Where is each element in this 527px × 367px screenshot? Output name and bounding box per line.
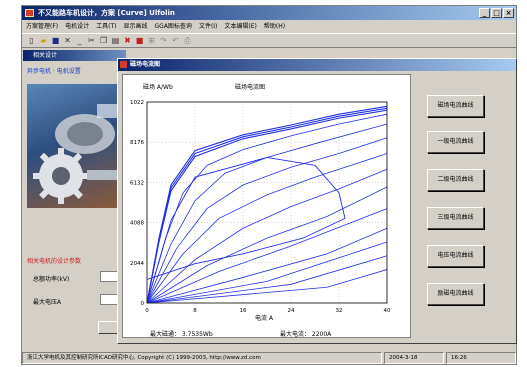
max-current-readout: 最大电流： 2200A <box>280 331 332 338</box>
copy-icon[interactable]: ❐ <box>99 36 108 45</box>
maximize-button[interactable]: □ <box>491 8 502 18</box>
menu-help[interactable]: 帮助(H) <box>263 23 286 30</box>
series-line-9 <box>146 186 388 304</box>
grid-icon[interactable]: ⊞ <box>148 36 155 45</box>
dialog-title-bar: 磁场电流图 <box>118 59 516 71</box>
status-time: 16:26 <box>446 352 516 364</box>
chart-ticks: 0 8 16 24 32 40 0 2044 4088 6132 8176 1022 <box>130 100 391 314</box>
max-flux-readout: 最大磁通： 3.7535Wb <box>150 331 213 338</box>
chart-title: 磁场电流图 <box>235 83 265 91</box>
close-red-icon[interactable]: ✖ <box>124 36 131 45</box>
y-tick-label: 0 <box>141 301 145 307</box>
x-tick-label: 40 <box>384 308 391 314</box>
menu-motor-design[interactable]: 电机设计 <box>65 23 90 30</box>
overlay-line <box>146 157 346 304</box>
x-tick-label: 0 <box>145 308 149 314</box>
magnetization-curve-button[interactable]: 磁场电流曲线 <box>427 95 484 117</box>
series-line-8 <box>146 168 388 304</box>
menu-document[interactable]: 文件(I) <box>198 23 218 30</box>
print-icon[interactable]: ⎙ <box>184 36 191 45</box>
y-tick-label: 2044 <box>130 261 144 267</box>
series-line-4 <box>146 113 388 304</box>
series-line-5 <box>146 123 388 304</box>
series-line-13 <box>146 255 388 304</box>
window-controls: _ □ × <box>479 8 514 18</box>
minimize-button[interactable]: _ <box>479 8 490 18</box>
y-tick-label: 1022 <box>130 100 144 106</box>
paste-icon[interactable]: ▤ <box>111 36 120 45</box>
status-date: 2004-3-18 <box>384 352 444 364</box>
menu-display[interactable]: 显示画线 <box>123 23 148 30</box>
series-line-12 <box>146 241 388 304</box>
status-bar: 浙江大学电机及其控制研究所ICAD研究中心, Copyright (C) 199… <box>22 352 516 364</box>
y-tick-label: 6132 <box>130 180 144 186</box>
cut-icon[interactable]: ✂ <box>88 36 95 45</box>
third-current-button[interactable]: 三级电流曲线 <box>427 207 484 229</box>
x-tick-label: 32 <box>336 308 343 314</box>
menu-edit[interactable]: 文本编辑(E) <box>224 23 257 30</box>
voltage-current-button[interactable]: 电压电流曲线 <box>427 245 484 267</box>
menu-tools[interactable]: 工具(T) <box>96 23 117 30</box>
close-button[interactable]: × <box>503 8 514 18</box>
max-voltage-label: 最大电压A <box>33 299 62 306</box>
plot-frame <box>146 101 388 304</box>
underline-icon[interactable]: _ <box>77 36 82 45</box>
app-icon <box>25 9 34 17</box>
series-line-6 <box>146 137 388 304</box>
undo-icon[interactable]: ↶ <box>172 36 179 45</box>
x-tick-label: 24 <box>288 308 295 314</box>
curve-dialog: 磁场电流图 0 8 16 24 32 40 0 2044 4088 6132 8176 1022 磁场… <box>117 58 517 344</box>
plot-area: 0 8 16 24 32 40 0 2044 4088 6132 8176 1022 磁场 A/Wb … <box>122 74 411 338</box>
left-panel: 相关设计 异步电机 · 电机设置 相关电机 <box>23 50 126 340</box>
x-tick-label: 8 <box>193 308 197 314</box>
motor-photo <box>27 84 123 208</box>
series-line-14 <box>146 269 388 304</box>
y-tick-label: 4088 <box>130 221 144 227</box>
menu-bar: 方案管理(F) 电机设计 工具(T) 显示画线 GGA图标查询 文件(I) 文本… <box>22 21 516 32</box>
second-current-button[interactable]: 二级电流曲线 <box>427 169 484 191</box>
menu-gga[interactable]: GGA图标查询 <box>154 23 192 30</box>
title-bar: 不又能路车机设计，方案 [Curve] Ulfolin _ □ × <box>22 6 516 20</box>
series-line-11 <box>146 227 388 304</box>
dialog-icon <box>120 61 127 68</box>
series-line-3 <box>146 109 388 304</box>
rated-power-label: 总额功率(kV) <box>33 276 70 283</box>
series-line-2 <box>146 107 388 304</box>
left-panel-title: 相关设计 <box>23 50 126 61</box>
save-icon[interactable]: ■ <box>51 36 60 45</box>
save-red-icon[interactable]: ■ <box>135 36 144 45</box>
dialog-title: 磁场电流图 <box>130 61 161 68</box>
x-axis-label: 电流 A <box>255 314 274 322</box>
y-axis-label: 磁场 A/Wb <box>143 83 173 91</box>
x-tick-label: 16 <box>240 308 247 314</box>
toolbar: ▯ ▰ ■ ✕ _ ✂ ❐ ▤ ✖ ■ ⊞ ↷ ↶ ⎙ <box>22 33 516 48</box>
redo-icon[interactable]: ↷ <box>160 36 167 45</box>
open-icon[interactable]: ▰ <box>40 36 47 45</box>
menu-file[interactable]: 方案管理(F) <box>26 23 59 30</box>
status-copyright: 浙江大学电机及其控制研究所ICAD研究中心, Copyright (C) 199… <box>22 352 382 364</box>
window-title: 不又能路车机设计，方案 [Curve] Ulfolin <box>38 9 175 17</box>
left-panel-subtitle: 异步电机 · 电机设置 <box>27 68 81 75</box>
new-icon[interactable]: ▯ <box>29 36 34 45</box>
first-current-button[interactable]: 一级电流曲线 <box>427 131 484 153</box>
gear-illustration <box>33 104 123 204</box>
y-tick-label: 8176 <box>130 140 144 146</box>
excitation-current-button[interactable]: 励磁电流曲线 <box>427 283 484 305</box>
chart-grid <box>147 102 387 303</box>
series-line-10 <box>146 208 388 304</box>
delete-icon[interactable]: ✕ <box>64 36 71 45</box>
chart-curves <box>146 105 388 304</box>
series-line-7 <box>146 153 388 304</box>
design-params-note: 相关电机的设计参数 <box>27 258 82 265</box>
